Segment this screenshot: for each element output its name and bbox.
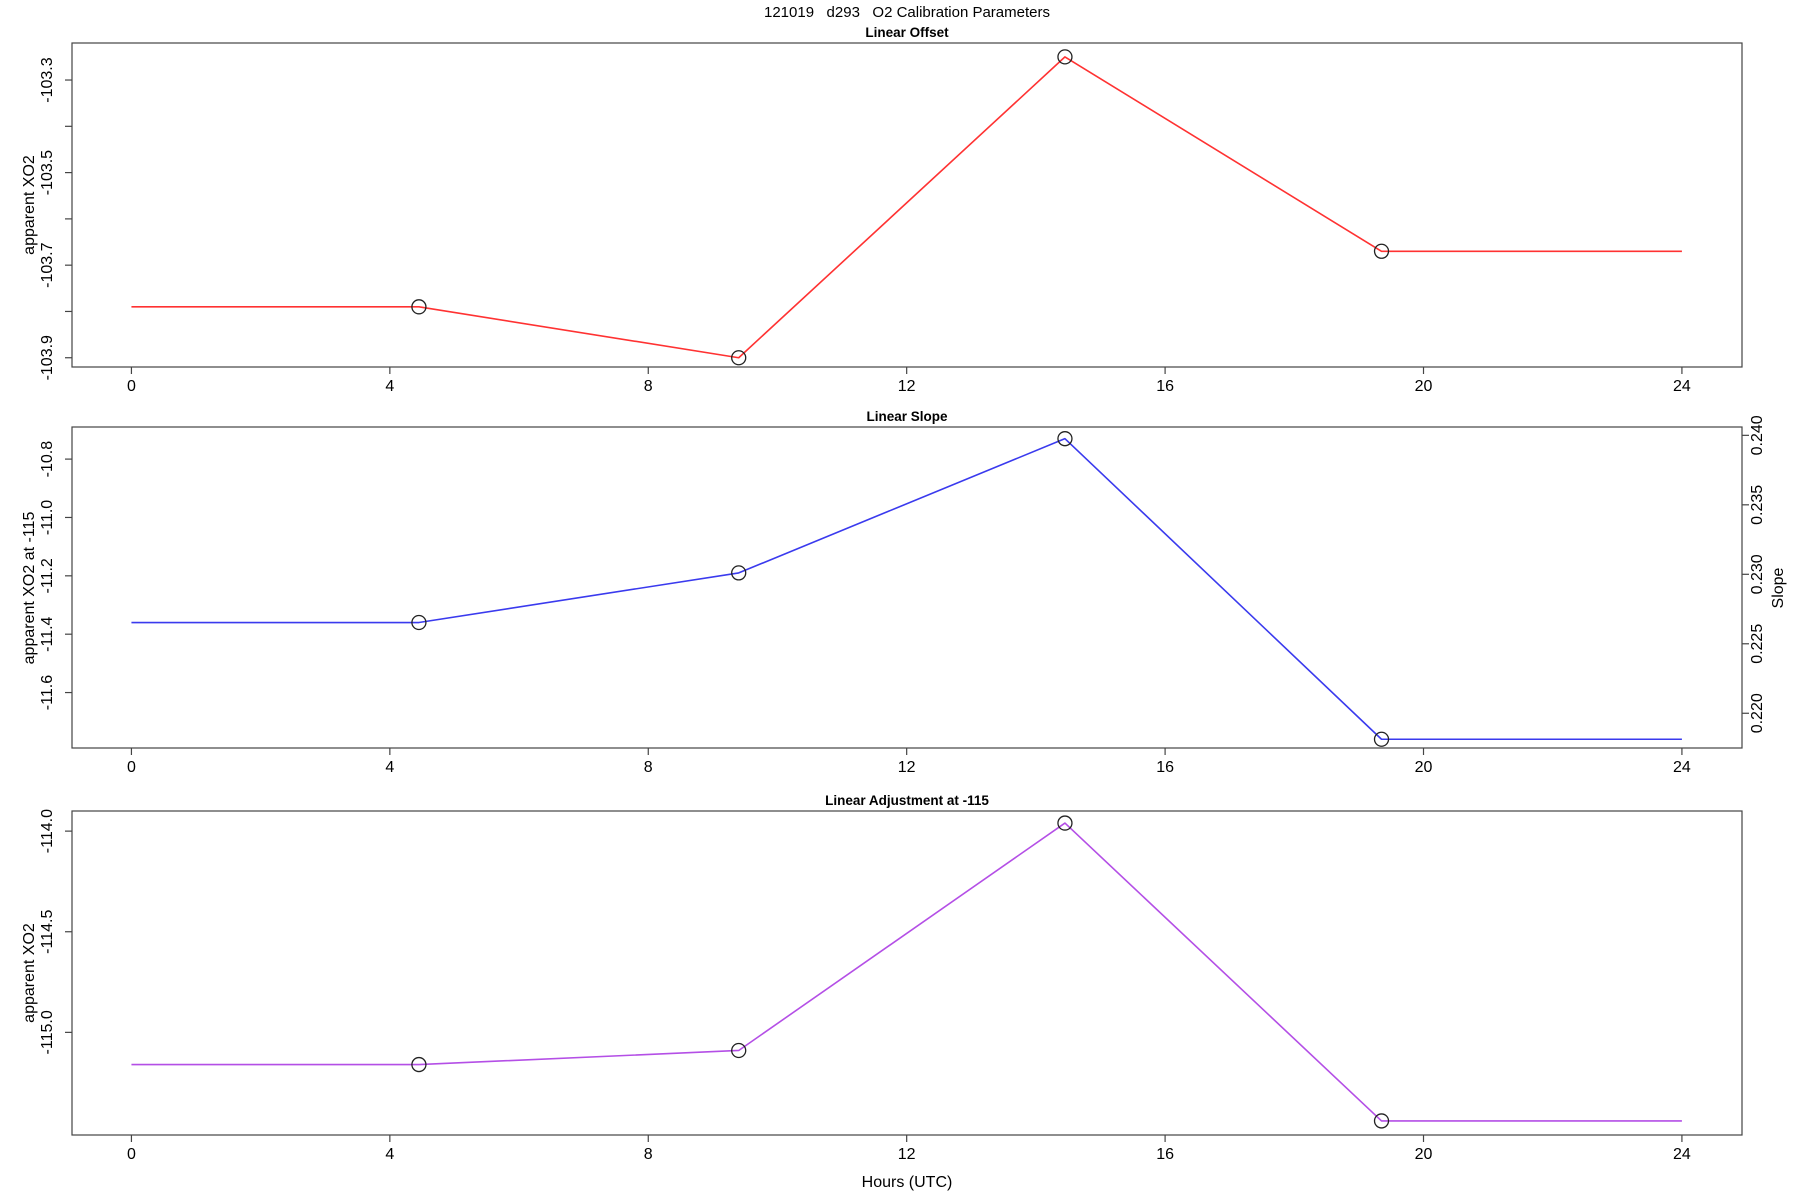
page-title: 121019 d293 O2 Calibration Parameters bbox=[763, 4, 1050, 21]
y2-tick-label: 0.225 bbox=[1749, 624, 1766, 664]
data-point-marker bbox=[731, 1042, 747, 1059]
panel1-box bbox=[71, 42, 1743, 368]
panel3-data-line bbox=[131, 822, 1682, 1122]
data-point-marker bbox=[411, 614, 427, 631]
y-tick-label: -103.5 bbox=[39, 150, 56, 195]
y-tick-label: -11.0 bbox=[39, 500, 56, 535]
panel2-box bbox=[71, 426, 1743, 749]
x-tick-label: 24 bbox=[1673, 759, 1691, 776]
y2-tick-label: 0.220 bbox=[1749, 693, 1766, 733]
panel3-y-axis-label: apparent XO2 bbox=[21, 923, 38, 1023]
x-tick-label: 0 bbox=[127, 378, 136, 395]
y-tick-label: -114.5 bbox=[39, 910, 56, 954]
y2-tick-label: 0.240 bbox=[1749, 415, 1766, 455]
panel2-y-axis-label: apparent XO2 at -115 bbox=[21, 511, 38, 665]
x-tick-label: 12 bbox=[898, 378, 916, 395]
x-tick-label: 0 bbox=[127, 1146, 136, 1163]
data-point-marker bbox=[731, 565, 747, 581]
x-tick-label: 0 bbox=[127, 759, 136, 776]
panel1-title: Linear Offset bbox=[865, 25, 949, 40]
x-tick-label: 24 bbox=[1673, 378, 1691, 395]
y-tick-label: -11.4 bbox=[39, 616, 56, 651]
x-tick-label: 4 bbox=[385, 759, 394, 776]
y-tick-label: -11.2 bbox=[39, 558, 56, 593]
x-tick-label: 16 bbox=[1156, 1146, 1174, 1163]
data-point-marker bbox=[411, 1056, 427, 1073]
y-tick-label: -103.7 bbox=[39, 242, 56, 287]
x-tick-label: 20 bbox=[1415, 1146, 1433, 1163]
data-point-marker bbox=[1373, 731, 1390, 747]
data-point-marker bbox=[1373, 243, 1390, 259]
x-tick-label: 12 bbox=[898, 759, 916, 776]
x-tick-label: 8 bbox=[644, 1146, 653, 1163]
x-axis-label: Hours (UTC) bbox=[861, 1174, 953, 1191]
data-point-marker bbox=[1373, 1113, 1390, 1129]
panel1-y-axis-label: apparent XO2 bbox=[21, 155, 38, 255]
x-tick-label: 4 bbox=[385, 378, 394, 395]
y-tick-label: -10.8 bbox=[39, 441, 56, 478]
panel2-y2-axis-label: Slope bbox=[1770, 567, 1787, 609]
x-tick-label: 8 bbox=[644, 759, 653, 776]
x-tick-label: 12 bbox=[898, 1146, 916, 1163]
x-tick-label: 20 bbox=[1415, 759, 1433, 776]
panel3-title: Linear Adjustment at -115 bbox=[825, 793, 989, 808]
data-point-marker bbox=[1057, 815, 1073, 831]
data-point-marker bbox=[1057, 49, 1073, 65]
data-point-marker bbox=[411, 299, 427, 315]
y-tick-label: -103.3 bbox=[39, 57, 56, 102]
panel3-box bbox=[71, 810, 1743, 1136]
panel2-data-line bbox=[131, 437, 1682, 741]
x-tick-label: 8 bbox=[644, 378, 653, 395]
y-tick-label: -115.0 bbox=[39, 1010, 56, 1054]
x-tick-label: 24 bbox=[1673, 1146, 1691, 1163]
panel2-title: Linear Slope bbox=[866, 409, 948, 424]
x-tick-label: 20 bbox=[1415, 378, 1433, 395]
y-tick-label: -11.6 bbox=[39, 675, 56, 710]
x-tick-label: 16 bbox=[1156, 759, 1174, 776]
y-tick-label: -114.0 bbox=[39, 809, 56, 853]
panel1-data-line bbox=[131, 56, 1682, 359]
data-point-marker bbox=[731, 350, 747, 366]
x-tick-label: 4 bbox=[385, 1146, 394, 1163]
x-tick-label: 16 bbox=[1156, 378, 1174, 395]
data-point-marker bbox=[1057, 431, 1073, 447]
y-tick-label: -103.9 bbox=[39, 335, 56, 380]
y2-tick-label: 0.235 bbox=[1749, 485, 1766, 525]
y2-tick-label: 0.230 bbox=[1749, 554, 1766, 594]
